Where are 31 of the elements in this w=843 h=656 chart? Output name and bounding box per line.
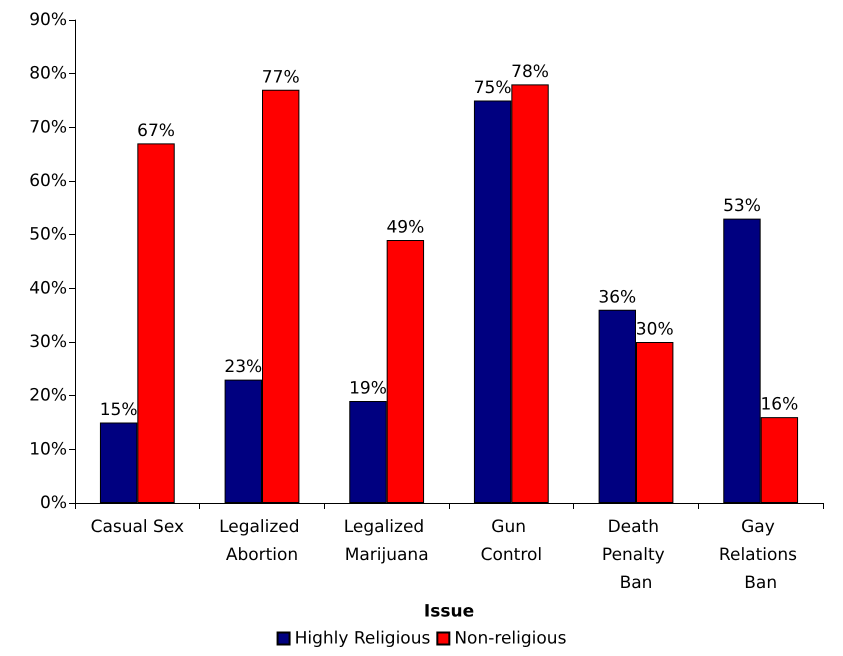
data-label: 53% xyxy=(723,196,761,216)
legend-label: Highly Religious xyxy=(294,628,430,648)
y-tick-label: 90% xyxy=(29,10,67,30)
x-tick-label: Casual Sex xyxy=(90,517,184,537)
y-tick-label: 70% xyxy=(29,117,67,138)
legend-label: Non-religious xyxy=(454,628,567,648)
x-tick-label: Gay Relations Ban xyxy=(718,517,802,593)
data-label: 23% xyxy=(224,357,262,378)
data-label: 36% xyxy=(598,287,636,308)
y-tick-label: 0% xyxy=(40,493,67,513)
x-tick-label: Legalized Abortion xyxy=(219,517,305,565)
y-tick-label: 30% xyxy=(29,332,67,352)
x-axis-title: Issue xyxy=(424,602,474,622)
data-label: 30% xyxy=(636,320,674,340)
data-label: 77% xyxy=(262,67,300,88)
y-tick-label: 10% xyxy=(29,439,67,460)
y-tick-label: 50% xyxy=(29,224,67,245)
data-label: 19% xyxy=(349,378,387,399)
x-tick-label: Legalized Marijuana xyxy=(344,517,430,565)
y-tick-label: 40% xyxy=(29,278,67,298)
y-tick-label: 60% xyxy=(29,171,67,191)
x-tick-label: Gun Control xyxy=(480,517,542,565)
data-label: 78% xyxy=(511,62,549,82)
y-tick-label: 20% xyxy=(29,386,67,406)
x-tick-label: Death Penalty Ban xyxy=(602,517,670,593)
data-label: 75% xyxy=(474,78,512,98)
data-label: 16% xyxy=(760,394,798,415)
data-label: 49% xyxy=(386,218,424,238)
y-tick-label: 80% xyxy=(29,64,67,84)
data-label: 15% xyxy=(100,400,138,420)
data-label: 67% xyxy=(137,120,175,141)
